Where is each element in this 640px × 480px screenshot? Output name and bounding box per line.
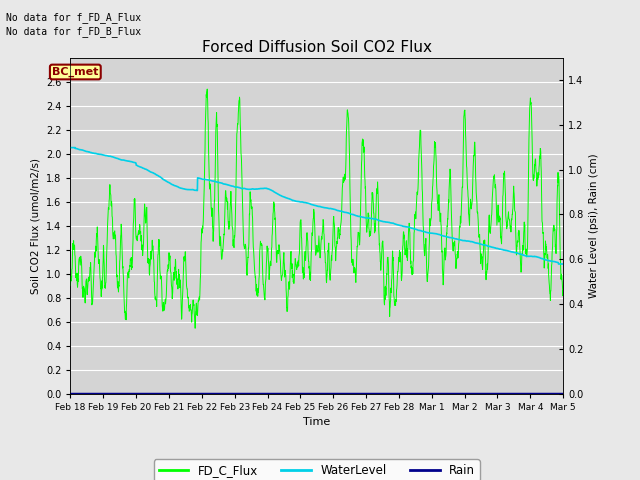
Legend: FD_C_Flux, WaterLevel, Rain: FD_C_Flux, WaterLevel, Rain <box>154 459 480 480</box>
Text: No data for f_FD_B_Flux: No data for f_FD_B_Flux <box>6 26 141 37</box>
Title: Forced Diffusion Soil CO2 Flux: Forced Diffusion Soil CO2 Flux <box>202 40 432 55</box>
Text: No data for f_FD_A_Flux: No data for f_FD_A_Flux <box>6 12 141 23</box>
X-axis label: Time: Time <box>303 417 330 427</box>
Text: BC_met: BC_met <box>52 67 99 77</box>
Y-axis label: Soil CO2 Flux (umol/m2/s): Soil CO2 Flux (umol/m2/s) <box>30 157 40 294</box>
Y-axis label: Water Level (psi), Rain (cm): Water Level (psi), Rain (cm) <box>589 153 599 298</box>
